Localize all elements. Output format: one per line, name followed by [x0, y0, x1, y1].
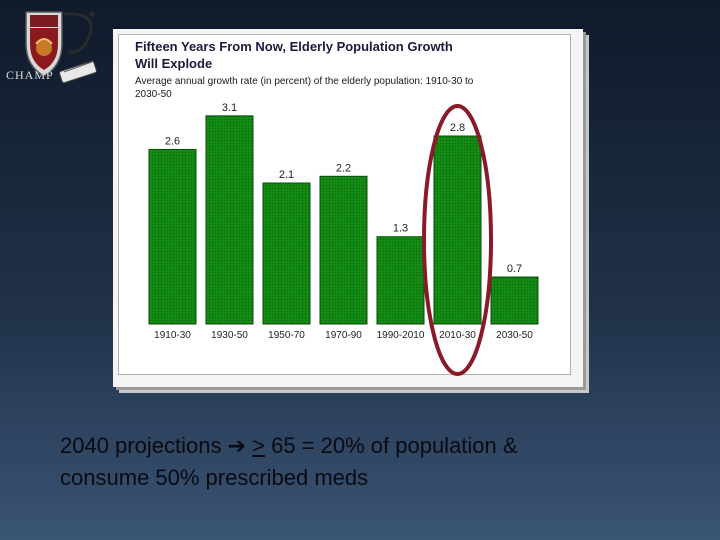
tick-label-1990-2010: 1990-2010	[377, 330, 425, 341]
tick-label-1970-90: 1970-90	[325, 330, 362, 341]
tick-label-2010-30: 2010-30	[439, 330, 476, 341]
caption-prefix: 2040 projections	[60, 433, 228, 458]
tick-label-1930-50: 1930-50	[211, 330, 248, 341]
data-label-2030-50: 0.7	[507, 263, 522, 275]
data-label-1910-30: 2.6	[165, 135, 180, 147]
slide-caption: 2040 projections ➔ > 65 = 20% of populat…	[60, 430, 700, 493]
champ-logo: CHAMP	[4, 4, 104, 92]
tick-label-1950-70: 1950-70	[268, 330, 305, 341]
highlight-ring	[422, 104, 493, 376]
data-label-1990-2010: 1.3	[393, 223, 408, 235]
tick-label-2030-50: 2030-50	[496, 330, 533, 341]
data-label-1930-50: 3.1	[222, 102, 237, 114]
chart-title: Fifteen Years From Now, Elderly Populati…	[135, 39, 453, 71]
bar-2010-30	[433, 135, 482, 325]
data-label-2010-30: 2.8	[450, 122, 465, 134]
bar-1970-90	[319, 175, 368, 325]
data-label-1950-70: 2.1	[279, 169, 294, 181]
caption-line-2: consume 50% prescribed meds	[60, 465, 369, 490]
champ-logo-text: CHAMP	[6, 68, 54, 82]
bar-1990-2010	[376, 236, 425, 325]
chart-panel: 2.6 3.1 2.1 2.2 1.3 2.8 0.7 1910-30 1930-50 1950…	[113, 29, 583, 387]
bar-1950-70	[262, 182, 311, 325]
data-label-1970-90: 2.2	[336, 162, 351, 174]
bar-1930-50	[205, 115, 254, 325]
champ-crest-icon	[25, 11, 97, 84]
right-arrow-icon: ➔	[227, 434, 246, 459]
greater-equal-symbol: >	[252, 433, 265, 458]
bar-2030-50	[490, 276, 539, 325]
chart-subtitle: Average annual growth rate (in percent) …	[135, 76, 474, 100]
bar-1910-30	[148, 148, 197, 325]
bar-chart: 2.6 3.1 2.1 2.2 1.3 2.8 0.7 1910-30 1930-50 1950…	[148, 102, 539, 376]
caption-suffix: 65 = 20% of population &	[264, 433, 518, 458]
tick-label-1910-30: 1910-30	[154, 330, 191, 341]
